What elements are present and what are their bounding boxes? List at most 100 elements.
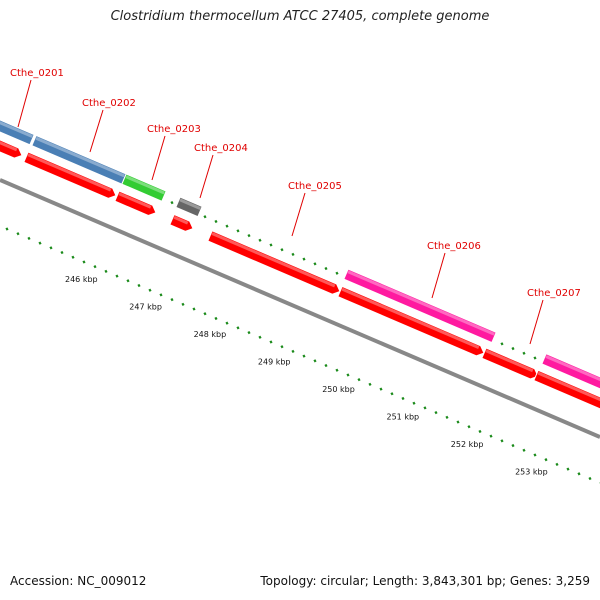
gene-label-callouts: Cthe_0201 Cthe_0202 Cthe_0203 Cthe_0204 Cthe… bbox=[10, 68, 581, 345]
tick-mark bbox=[225, 224, 229, 228]
tick-mark bbox=[137, 283, 141, 288]
tick-mark bbox=[533, 453, 537, 457]
gene-callout: Cthe_0201 bbox=[10, 68, 64, 128]
tick-mark bbox=[456, 420, 460, 424]
tick-mark bbox=[588, 476, 592, 481]
tick-mark bbox=[258, 238, 262, 242]
feature-track bbox=[0, 111, 600, 411]
tick-mark bbox=[467, 425, 471, 429]
tick-mark bbox=[192, 307, 196, 311]
tick-mark bbox=[434, 410, 438, 415]
gene-label: Cthe_0207 bbox=[527, 288, 581, 299]
gene-feature bbox=[343, 268, 497, 344]
tick-mark bbox=[544, 458, 548, 462]
tick-mark bbox=[71, 255, 75, 259]
tick-mark bbox=[280, 345, 284, 349]
tick-mark bbox=[60, 250, 64, 255]
tick-mark bbox=[302, 257, 306, 261]
tick-mark bbox=[82, 260, 86, 264]
tick-mark bbox=[93, 265, 97, 269]
tick-mark bbox=[236, 229, 240, 233]
tick-mark bbox=[214, 219, 218, 224]
gene-label: Cthe_0204 bbox=[194, 143, 248, 154]
tick-mark bbox=[390, 392, 394, 396]
tick-mark bbox=[225, 321, 229, 325]
genome-backbone bbox=[0, 178, 600, 439]
gene-callout: Cthe_0203 bbox=[147, 124, 201, 181]
cds-feature bbox=[533, 369, 600, 411]
gene-label: Cthe_0201 bbox=[10, 68, 64, 79]
tick-mark bbox=[511, 443, 515, 448]
gene-label: Cthe_0203 bbox=[147, 124, 201, 135]
callout-line bbox=[431, 252, 446, 299]
tick-mark bbox=[313, 359, 317, 363]
scale-label: 252 kbp bbox=[451, 440, 484, 449]
cds-feature bbox=[481, 347, 539, 380]
tick-mark bbox=[511, 346, 515, 351]
scale-label: 250 kbp bbox=[322, 385, 355, 394]
cds-feature bbox=[207, 230, 341, 295]
tick-mark bbox=[203, 215, 207, 219]
tick-mark bbox=[181, 302, 185, 306]
tick-mark bbox=[126, 279, 130, 283]
scale-labels: 246 kbp 247 kbp 248 kbp 249 kbp 250 kbp 251 k… bbox=[65, 275, 548, 477]
tick-mark bbox=[203, 312, 207, 316]
cds-feature bbox=[337, 285, 485, 357]
gene-label: Cthe_0202 bbox=[82, 98, 136, 109]
tick-mark bbox=[104, 269, 108, 273]
tick-mark bbox=[38, 241, 42, 245]
tick-mark bbox=[247, 330, 251, 335]
lower-tick-track bbox=[5, 227, 600, 484]
tick-mark bbox=[577, 472, 581, 476]
tick-mark bbox=[335, 368, 339, 372]
tick-mark bbox=[302, 354, 306, 358]
tick-mark bbox=[412, 401, 416, 405]
cds-feature bbox=[169, 213, 194, 232]
tick-mark bbox=[27, 236, 31, 241]
scale-label: 253 kbp bbox=[515, 468, 548, 477]
gene-callout: Cthe_0205 bbox=[288, 181, 342, 237]
callout-line bbox=[291, 192, 306, 237]
tick-mark bbox=[170, 200, 174, 205]
tick-mark bbox=[49, 246, 53, 250]
cds-feature bbox=[23, 151, 117, 199]
tick-mark bbox=[291, 252, 295, 257]
tick-mark bbox=[115, 274, 119, 278]
tick-mark bbox=[401, 396, 405, 401]
tick-mark bbox=[313, 262, 317, 266]
tick-mark bbox=[335, 271, 339, 275]
scale-label: 246 kbp bbox=[65, 275, 98, 284]
tick-mark bbox=[566, 467, 570, 471]
tick-mark bbox=[522, 448, 526, 452]
callout-line bbox=[17, 79, 32, 128]
tick-mark bbox=[280, 248, 284, 252]
gene-callout: Cthe_0202 bbox=[82, 98, 136, 153]
gene-callout: Cthe_0204 bbox=[194, 143, 248, 199]
gene-callout: Cthe_0206 bbox=[427, 241, 481, 299]
scale-label: 248 kbp bbox=[194, 330, 227, 339]
tick-mark bbox=[291, 349, 295, 354]
tick-mark bbox=[522, 351, 526, 355]
gene-callout: Cthe_0207 bbox=[527, 288, 581, 345]
tick-mark bbox=[423, 406, 427, 410]
gene-feature bbox=[541, 353, 600, 393]
tick-mark bbox=[159, 293, 163, 297]
tick-mark bbox=[16, 232, 20, 236]
tick-mark bbox=[247, 233, 251, 238]
tick-mark bbox=[148, 288, 152, 292]
gene-feature bbox=[175, 196, 203, 218]
scale-label: 247 kbp bbox=[129, 303, 162, 312]
tick-mark bbox=[500, 342, 504, 346]
topology-text: Topology: circular; Length: 3,843,301 bp… bbox=[260, 574, 590, 588]
gene-feature bbox=[0, 111, 35, 146]
tick-mark bbox=[500, 439, 504, 443]
callout-line bbox=[529, 299, 544, 345]
tick-mark bbox=[5, 227, 9, 231]
tick-mark bbox=[170, 297, 174, 302]
gene-label: Cthe_0206 bbox=[427, 241, 481, 252]
tick-mark bbox=[269, 340, 273, 344]
scale-label: 251 kbp bbox=[387, 413, 420, 422]
cds-feature bbox=[114, 190, 157, 216]
tick-mark bbox=[478, 429, 482, 434]
